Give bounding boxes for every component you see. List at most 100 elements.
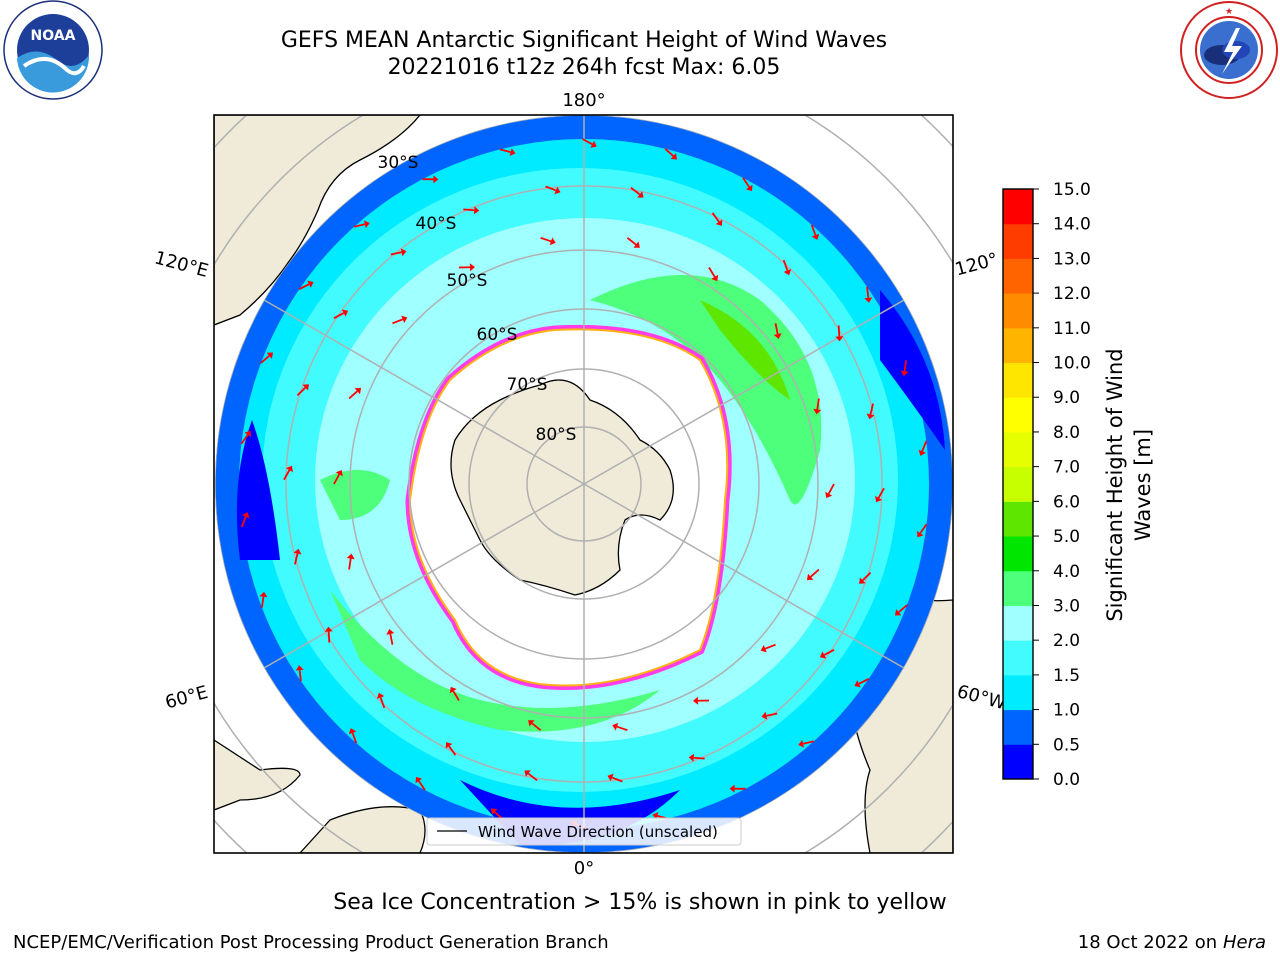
sea-ice-note: Sea Ice Concentration > 15% is shown in … (333, 890, 947, 915)
wave-arrow-shaft (240, 434, 249, 445)
wave-arrow-head (528, 720, 535, 727)
colorbar-label-line2: Waves [m] (1131, 429, 1155, 541)
colorbar-tick-label: 9.0 (1053, 388, 1080, 408)
colorbar-tick-label: 4.0 (1053, 562, 1080, 582)
wave-arrow-shaft (708, 267, 716, 278)
wave-arrow-shaft (827, 483, 835, 495)
wave-arrow-head (324, 626, 333, 632)
colorbar-segment (1003, 570, 1033, 606)
map-frame (213, 114, 954, 854)
wave-arrow-head (607, 773, 614, 782)
colorbar-tick-label: 0.0 (1053, 770, 1080, 790)
wave-arrow-shaft (816, 398, 820, 410)
wave-arrow-head (433, 175, 439, 184)
wave-arrow-head (761, 711, 768, 720)
colorbar-tick-label: 12.0 (1053, 284, 1091, 304)
wave-arrow-shaft (327, 631, 331, 643)
wave-arrow-head (670, 153, 678, 160)
wave-arrow-shaft (296, 387, 306, 396)
colorbar-tick-label: 3.0 (1053, 596, 1080, 616)
wave-arrow-head (293, 548, 302, 555)
wave-arrow-shaft (616, 725, 628, 732)
wave-arrow-head (401, 315, 408, 324)
wave-arrow-head (469, 263, 475, 272)
wave-arrow-shaft (499, 148, 511, 154)
wave-arrow-head (473, 206, 480, 215)
wave-arrow-shaft (390, 251, 402, 256)
wave-arrow-head (335, 469, 343, 477)
lon-label-60w: 60°W (955, 681, 1009, 714)
colorbar-tick-label: 7.0 (1053, 458, 1080, 478)
wave-arrow-shaft (711, 212, 720, 223)
colorbar-segment (1003, 189, 1033, 225)
wave-arrow-shaft (333, 312, 345, 319)
wave-arrow-shaft (742, 177, 750, 188)
wave-arrow-head (918, 449, 927, 456)
wave-arrow-shaft (782, 259, 789, 271)
lon-label-0: 0° (574, 858, 594, 879)
wave-arrow-head (783, 269, 792, 276)
wave-arrow-head (917, 530, 924, 538)
colorbar-segment (1003, 674, 1033, 711)
wave-arrow-head (798, 739, 805, 748)
wave-arrow-shaft (452, 690, 460, 701)
wave-arrow-head (549, 237, 556, 246)
colorbar-tick-label: 1.5 (1053, 666, 1080, 686)
map-legend: Wind Wave Direction (unscaled) (426, 817, 742, 846)
wave-arrow-shaft (240, 516, 247, 528)
wave-arrow-shaft (611, 776, 623, 783)
wave-arrow-head (813, 408, 822, 415)
wave-arrow-head (354, 387, 362, 395)
wave-arrow-shaft (392, 318, 404, 325)
wave-arrow-shaft (418, 780, 426, 791)
colorbar-segment (1003, 397, 1033, 433)
colorbar-frame (1002, 188, 1034, 780)
colorbar-segment (1003, 258, 1033, 294)
wave-arrow-head (590, 140, 597, 148)
wave-arrow-shaft (448, 745, 457, 756)
antarctica (450, 379, 674, 596)
colorbar-segment (1003, 536, 1033, 572)
svg-text:★: ★ (1225, 7, 1233, 17)
wave-arrow-shaft (898, 604, 908, 613)
wave-arrow-head (386, 629, 395, 635)
footer-branch: NCEP/EMC/Verification Post Processing Pr… (13, 932, 609, 953)
colorbar-segment (1003, 327, 1033, 364)
wave-arrow-head (612, 722, 619, 731)
wave-arrow-shaft (774, 323, 779, 335)
wave-arrow-shaft (693, 756, 705, 760)
wave-arrow-shaft (333, 473, 341, 485)
wave-arrow-head (241, 512, 250, 519)
wave-arrow-shaft (527, 772, 538, 782)
wave-arrow-shaft (531, 722, 542, 731)
colorbar-segment (1003, 293, 1033, 329)
wave-arrow-head (244, 430, 251, 438)
lat-label-80: 80°S (536, 425, 577, 445)
colorbar: 0.0 0.5 1.0 1.5 2.0 3.0 4.0 5.0 6.0 7.0 8.0 9.0 10.0… (1002, 180, 1091, 790)
wave-arrow-head (348, 728, 357, 735)
wave-arrow-shaft (298, 670, 302, 682)
wave-arrow-head (859, 577, 866, 584)
wave-arrow-shaft (877, 487, 885, 499)
wave-arrow-head (449, 686, 457, 694)
lon-label-120e: 120°E (152, 247, 210, 281)
wave-arrow-shaft (463, 208, 475, 212)
wave-arrow-shaft (810, 224, 817, 236)
wave-arrow-shaft (261, 596, 265, 608)
wave-arrow-head (302, 384, 309, 391)
wave-arrow-head (554, 186, 561, 195)
wave-arrow-head (295, 665, 304, 671)
colorbar-segment (1003, 431, 1033, 468)
wave-arrow-head (633, 241, 640, 248)
wave-arrow-shaft (379, 697, 386, 709)
lat-label-30: 30°S (378, 153, 419, 173)
wave-arrow-head (266, 352, 274, 359)
wave-arrow-head (760, 644, 767, 653)
wave-arrow-shaft (837, 325, 841, 337)
colorbar-tick-label: 2.0 (1053, 631, 1080, 651)
wave-direction-arrows (240, 138, 928, 830)
lon-label-60e: 60°E (163, 682, 210, 713)
colorbar-tick-label: 8.0 (1053, 423, 1080, 443)
wave-arrow-head (400, 248, 407, 257)
wave-arrow-shaft (283, 469, 291, 481)
